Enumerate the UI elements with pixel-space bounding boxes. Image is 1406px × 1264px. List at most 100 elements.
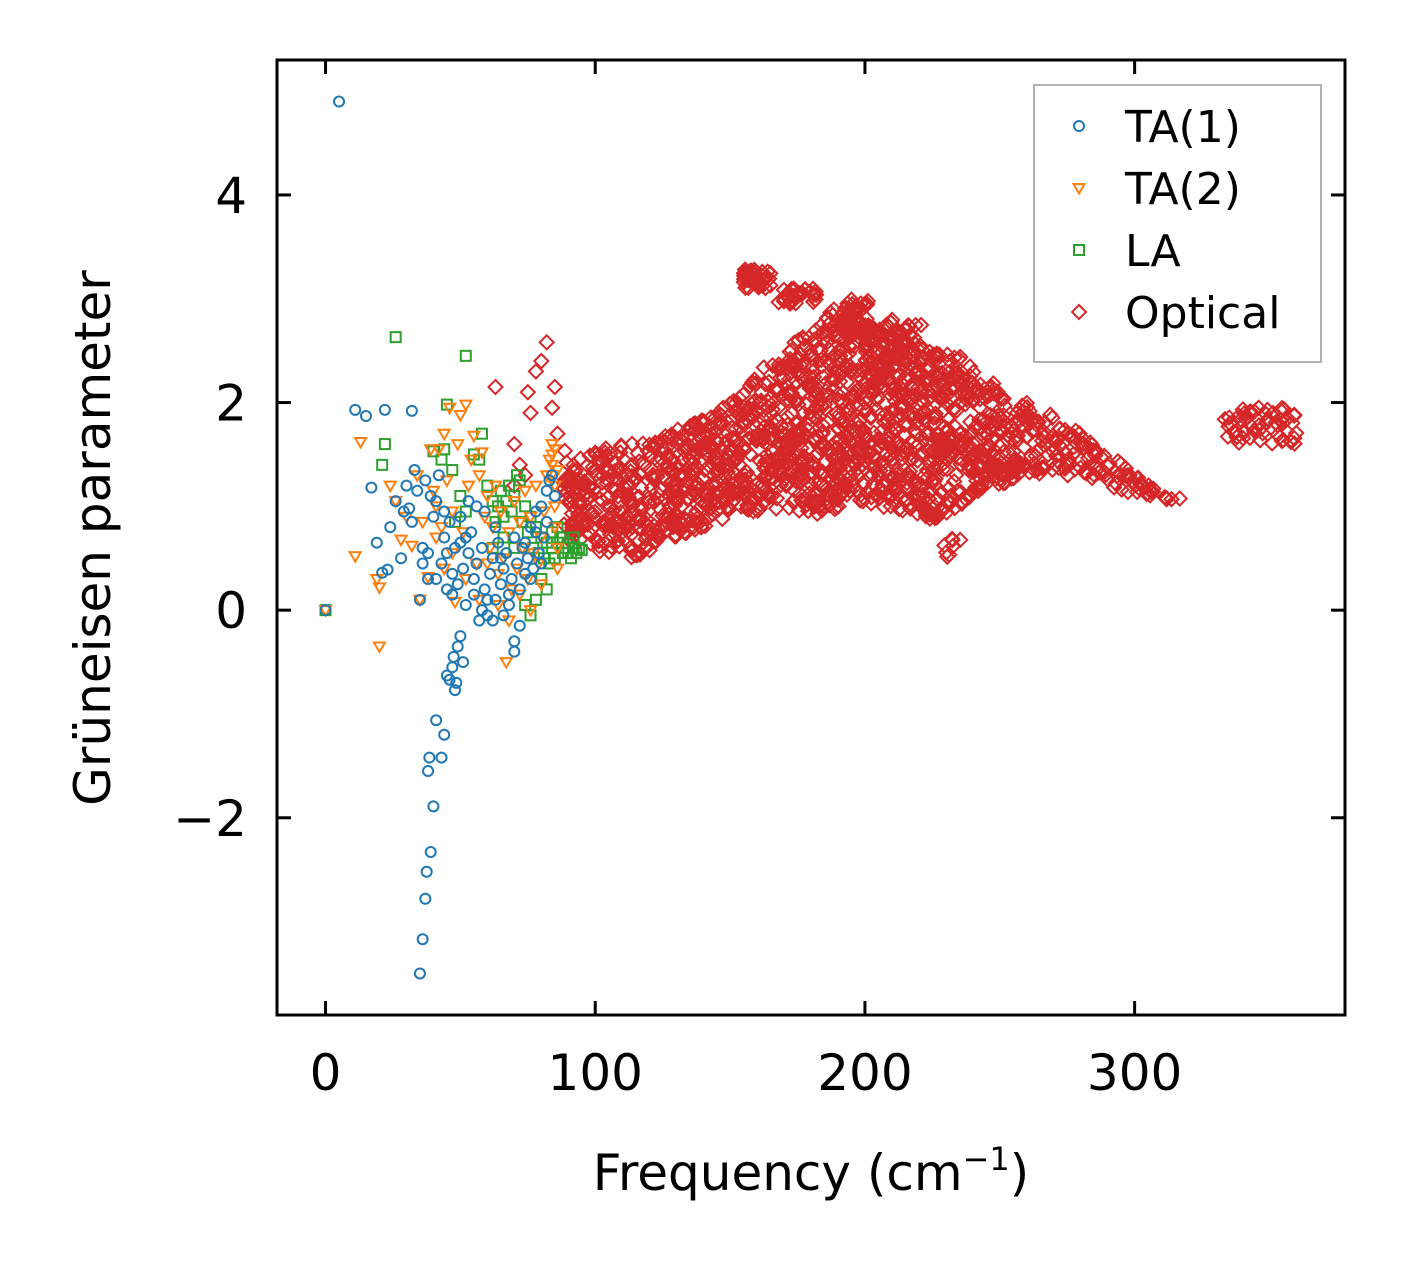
point-ta-1- <box>413 593 426 606</box>
point-optical <box>915 402 933 420</box>
point-optical <box>692 518 710 536</box>
point-optical <box>904 379 922 397</box>
point-optical <box>1020 415 1038 433</box>
point-optical <box>1018 428 1036 446</box>
point-optical <box>762 442 780 460</box>
point-optical <box>591 446 609 464</box>
point-optical <box>711 406 729 424</box>
point-optical <box>781 427 799 445</box>
point-optical <box>686 521 704 538</box>
point-optical <box>839 316 857 334</box>
point-optical <box>591 542 609 560</box>
point-optical <box>885 420 903 438</box>
point-optical <box>946 499 964 517</box>
point-optical <box>961 358 979 375</box>
point-optical <box>882 497 900 515</box>
point-optical <box>667 526 684 544</box>
point-ta-1- <box>438 505 451 518</box>
point-ta-1- <box>511 557 524 570</box>
point-optical <box>755 359 773 376</box>
point-optical <box>569 479 587 497</box>
point-ta-1- <box>489 593 502 606</box>
point-ta-2- <box>534 579 549 592</box>
point-optical <box>1286 435 1303 452</box>
point-ta-2- <box>393 534 409 548</box>
plot-frame <box>275 58 1347 1017</box>
point-ta-1- <box>486 552 499 565</box>
point-ta-1- <box>508 531 521 544</box>
point-optical <box>924 473 942 491</box>
point-optical <box>615 451 633 469</box>
point-optical <box>884 442 902 459</box>
point-optical <box>905 421 923 439</box>
point-optical <box>898 474 916 492</box>
point-optical <box>960 458 978 475</box>
point-optical <box>601 461 618 479</box>
point-optical <box>983 444 1000 462</box>
point-optical <box>967 434 985 452</box>
point-optical <box>984 375 1002 392</box>
point-optical <box>974 466 992 484</box>
point-optical <box>1083 469 1101 487</box>
point-optical <box>1220 409 1238 427</box>
point-ta-1- <box>416 933 429 946</box>
point-optical <box>663 431 681 448</box>
point-optical <box>1009 465 1027 483</box>
point-optical <box>677 477 695 495</box>
point-optical <box>822 304 839 321</box>
point-optical <box>831 479 849 497</box>
point-optical <box>839 295 856 312</box>
point-optical <box>961 448 979 466</box>
point-optical <box>642 447 660 465</box>
point-ta-1- <box>443 515 456 528</box>
point-optical <box>854 489 872 507</box>
point-optical <box>725 450 743 468</box>
point-optical <box>600 499 618 517</box>
point-optical <box>623 493 641 511</box>
point-optical <box>934 429 952 447</box>
point-optical <box>755 494 772 512</box>
point-optical <box>744 373 761 391</box>
point-optical <box>902 390 920 408</box>
point-optical <box>849 362 867 379</box>
point-optical <box>1048 446 1066 464</box>
point-optical <box>635 513 653 531</box>
point-optical <box>1050 420 1068 438</box>
point-optical <box>843 314 861 332</box>
point-la <box>378 438 391 451</box>
point-optical <box>784 426 801 444</box>
point-optical <box>884 467 902 485</box>
point-optical <box>787 390 805 408</box>
point-optical <box>751 500 769 517</box>
point-ta-2- <box>458 399 474 413</box>
point-optical <box>603 538 621 556</box>
point-optical <box>505 435 523 453</box>
point-ta-1- <box>462 547 475 560</box>
point-optical <box>522 404 539 422</box>
point-optical <box>834 316 852 334</box>
point-optical <box>920 425 938 443</box>
y-tick-label: 2 <box>215 375 247 433</box>
point-ta-2- <box>372 582 387 595</box>
point-optical <box>1043 409 1061 427</box>
point-optical <box>857 351 875 369</box>
point-optical <box>1071 425 1088 442</box>
point-optical <box>696 496 714 514</box>
point-optical <box>570 495 588 513</box>
point-optical <box>730 444 748 462</box>
point-ta-2- <box>550 542 565 556</box>
point-optical <box>956 434 973 452</box>
point-optical <box>976 447 993 464</box>
point-ta-2- <box>439 475 455 488</box>
point-optical <box>1097 466 1115 484</box>
point-optical <box>874 434 892 452</box>
x-axis-title: Frequency (cm−1) <box>593 1140 1030 1202</box>
point-optical <box>844 434 862 452</box>
point-optical <box>791 431 809 448</box>
point-optical <box>946 349 963 367</box>
point-optical <box>747 402 765 420</box>
point-optical <box>934 387 952 405</box>
point-ta-2- <box>488 480 503 494</box>
point-ta-1- <box>319 604 332 617</box>
point-optical <box>941 438 959 456</box>
